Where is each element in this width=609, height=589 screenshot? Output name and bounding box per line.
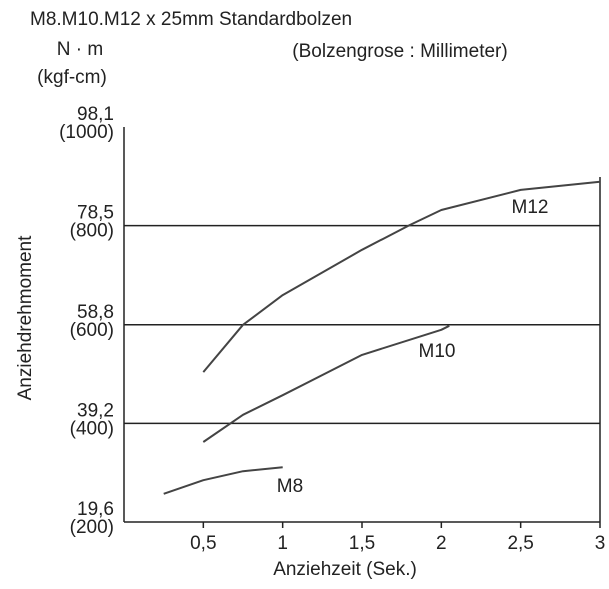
series-line bbox=[202, 180, 601, 373]
y-axis-label: Anziehdrehmoment bbox=[15, 235, 36, 400]
y-tick-label: 58,8 bbox=[77, 302, 114, 323]
y-tick-label: 19,6 bbox=[77, 499, 114, 520]
series-label: M10 bbox=[419, 341, 456, 362]
y-tick-label: 78,5 bbox=[77, 203, 114, 224]
y-unit-alt: (kgf-cm) bbox=[37, 67, 107, 88]
y-tick-alt-label: (600) bbox=[70, 320, 114, 341]
y-tick-alt-label: (400) bbox=[70, 418, 114, 439]
x-tick-label: 3 bbox=[595, 533, 606, 554]
y-tick-label: 39,2 bbox=[77, 400, 114, 421]
series-line bbox=[202, 324, 450, 443]
y-tick-alt-label: (200) bbox=[70, 517, 114, 538]
x-axis-label: Anziehzeit (Sek.) bbox=[273, 559, 417, 580]
x-tick-label: 0,5 bbox=[190, 533, 216, 554]
chart-title: M8.M10.M12 x 25mm Standardbolzen bbox=[30, 9, 352, 30]
x-tick-label: 1,5 bbox=[349, 533, 375, 554]
y-unit: N · m bbox=[57, 39, 103, 60]
series-line bbox=[163, 466, 283, 495]
x-tick-label: 2 bbox=[436, 533, 447, 554]
y-tick-alt-label: (800) bbox=[70, 221, 114, 242]
x-tick-label: 1 bbox=[277, 533, 288, 554]
subtitle: (Bolzengrose : Millimeter) bbox=[292, 41, 507, 62]
y-tick-alt-label: (1000) bbox=[59, 122, 114, 143]
x-tick-label: 2,5 bbox=[507, 533, 533, 554]
series-label: M8 bbox=[277, 476, 303, 497]
y-tick-label: 98,1 bbox=[77, 104, 114, 125]
series-label: M12 bbox=[512, 197, 549, 218]
